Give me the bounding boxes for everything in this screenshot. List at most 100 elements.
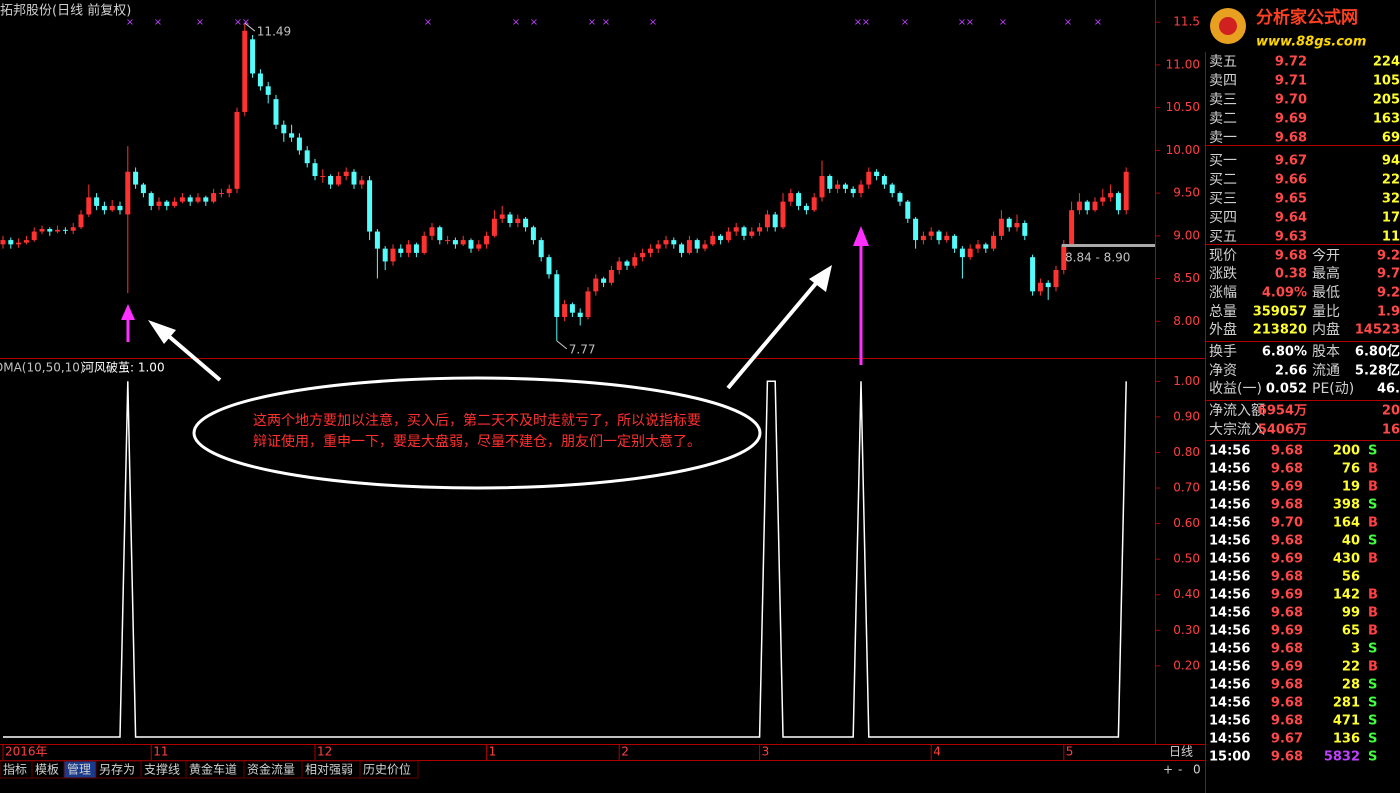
stat-label: 涨幅	[1209, 285, 1237, 301]
candle-body	[47, 228, 53, 232]
stat-label: 量比	[1312, 304, 1340, 320]
candle-body	[858, 184, 864, 194]
candle-body	[819, 176, 825, 198]
signal-mark: ×	[901, 17, 909, 28]
stat-label: 涨跌	[1209, 266, 1237, 282]
y-tick-label: 0.30	[1173, 623, 1200, 637]
candle-body	[1108, 193, 1114, 198]
y-tick-label: 0.60	[1173, 516, 1200, 530]
tick-price: 9.68	[1271, 642, 1303, 657]
tick-price: 9.68	[1271, 462, 1303, 477]
candle-body	[296, 137, 302, 151]
candle-body	[897, 193, 903, 202]
candle-body	[585, 291, 591, 317]
toolbar-label[interactable]: 管理	[67, 762, 91, 777]
candle-body	[1030, 257, 1036, 292]
signal-mark: ×	[862, 17, 870, 28]
toolbar-button[interactable]	[359, 760, 419, 779]
toolbar-label[interactable]: 另存为	[99, 763, 135, 777]
toolbar-label[interactable]: 指标	[3, 762, 27, 777]
candle-body	[242, 30, 248, 112]
candle-body	[780, 201, 786, 228]
candle-body	[866, 171, 872, 185]
book-label: 买五	[1209, 229, 1237, 245]
candle-body	[835, 184, 841, 189]
tick-price: 9.69	[1271, 660, 1303, 675]
candle-body	[741, 227, 747, 236]
candle-body	[811, 197, 817, 211]
candle-body	[265, 86, 271, 95]
candle-body	[601, 278, 607, 283]
tick-volume: 142	[1333, 588, 1360, 603]
tick-time: 14:56	[1209, 516, 1250, 531]
toolbar-label[interactable]: 支撑线	[144, 762, 180, 777]
candle-body	[507, 214, 513, 224]
tick-volume: 22	[1342, 660, 1360, 675]
candle-body	[749, 231, 755, 236]
candle-body	[913, 218, 919, 241]
stat-label: 净资	[1209, 363, 1237, 379]
candle-body	[725, 231, 731, 241]
stat-label: 大宗流入	[1209, 422, 1265, 438]
stat-value: 4.09%	[1262, 286, 1307, 301]
signal-mark: ×	[530, 17, 538, 28]
candle-body	[975, 244, 981, 249]
candle-body	[437, 227, 443, 241]
tick-side: B	[1368, 462, 1378, 477]
book-price: 9.70	[1275, 93, 1307, 108]
tick-price: 9.69	[1271, 588, 1303, 603]
indicator-name: DMA(10,50,10)	[0, 361, 85, 375]
candle-body	[694, 240, 700, 249]
tick-price: 9.68	[1271, 606, 1303, 621]
candle-body	[359, 180, 365, 185]
candle-body	[429, 227, 435, 236]
book-volume: 224	[1373, 55, 1400, 70]
y-tick-label: 1.00	[1173, 374, 1200, 388]
toolbar-label[interactable]: 模板	[35, 763, 59, 777]
candle-body	[515, 218, 521, 224]
candle-body	[304, 150, 310, 164]
range-label: 8.84 - 8.90	[1065, 251, 1130, 265]
stat-value: 9.2	[1377, 286, 1400, 301]
signal-mark: ×	[966, 17, 974, 28]
signal-mark: ×	[649, 17, 657, 28]
tick-time: 14:56	[1209, 462, 1250, 477]
candle-body	[1069, 210, 1075, 245]
range-line	[1062, 244, 1155, 247]
tick-side: S	[1368, 714, 1377, 729]
tick-volume: 19	[1342, 480, 1360, 495]
signal-mark: ×	[126, 17, 134, 28]
book-price: 9.66	[1275, 173, 1307, 188]
toolbar-label[interactable]: 黄金车道	[189, 762, 237, 777]
y-tick-label: 0.50	[1173, 552, 1200, 566]
tick-volume: 430	[1333, 552, 1360, 567]
tick-side: B	[1368, 480, 1378, 495]
candle-body	[905, 201, 911, 219]
stat-label: 内盘	[1312, 321, 1340, 338]
tick-volume: 281	[1333, 696, 1360, 711]
toolbar-label[interactable]: 历史价位	[363, 762, 411, 777]
candle-body	[608, 269, 614, 283]
zoom-button[interactable]: 0	[1193, 763, 1201, 777]
y-tick-label: 10.00	[1166, 143, 1200, 157]
stat-value: 5406万	[1258, 423, 1307, 438]
candle-body	[281, 124, 287, 134]
logo-icon-inner	[1219, 17, 1237, 35]
tick-time: 14:56	[1209, 444, 1250, 459]
tick-side: S	[1368, 696, 1377, 711]
zoom-button[interactable]: +	[1163, 763, 1173, 777]
toolbar-label[interactable]: 相对强弱	[305, 763, 353, 777]
tick-volume: 56	[1342, 570, 1360, 585]
candle-body	[1100, 197, 1106, 202]
toolbar-label[interactable]: 资金流量	[247, 762, 295, 777]
logo-url: www.88gs.com	[1256, 35, 1366, 50]
y-tick-label: 8.50	[1173, 271, 1200, 285]
tick-price: 9.68	[1271, 498, 1303, 513]
tick-volume: 3	[1351, 642, 1360, 657]
x-tick-label: 2	[621, 745, 629, 759]
stat-value: 2.66	[1275, 364, 1307, 379]
high-pointer	[244, 22, 256, 32]
candle-body	[94, 197, 100, 206]
zoom-button[interactable]: -	[1178, 763, 1182, 777]
